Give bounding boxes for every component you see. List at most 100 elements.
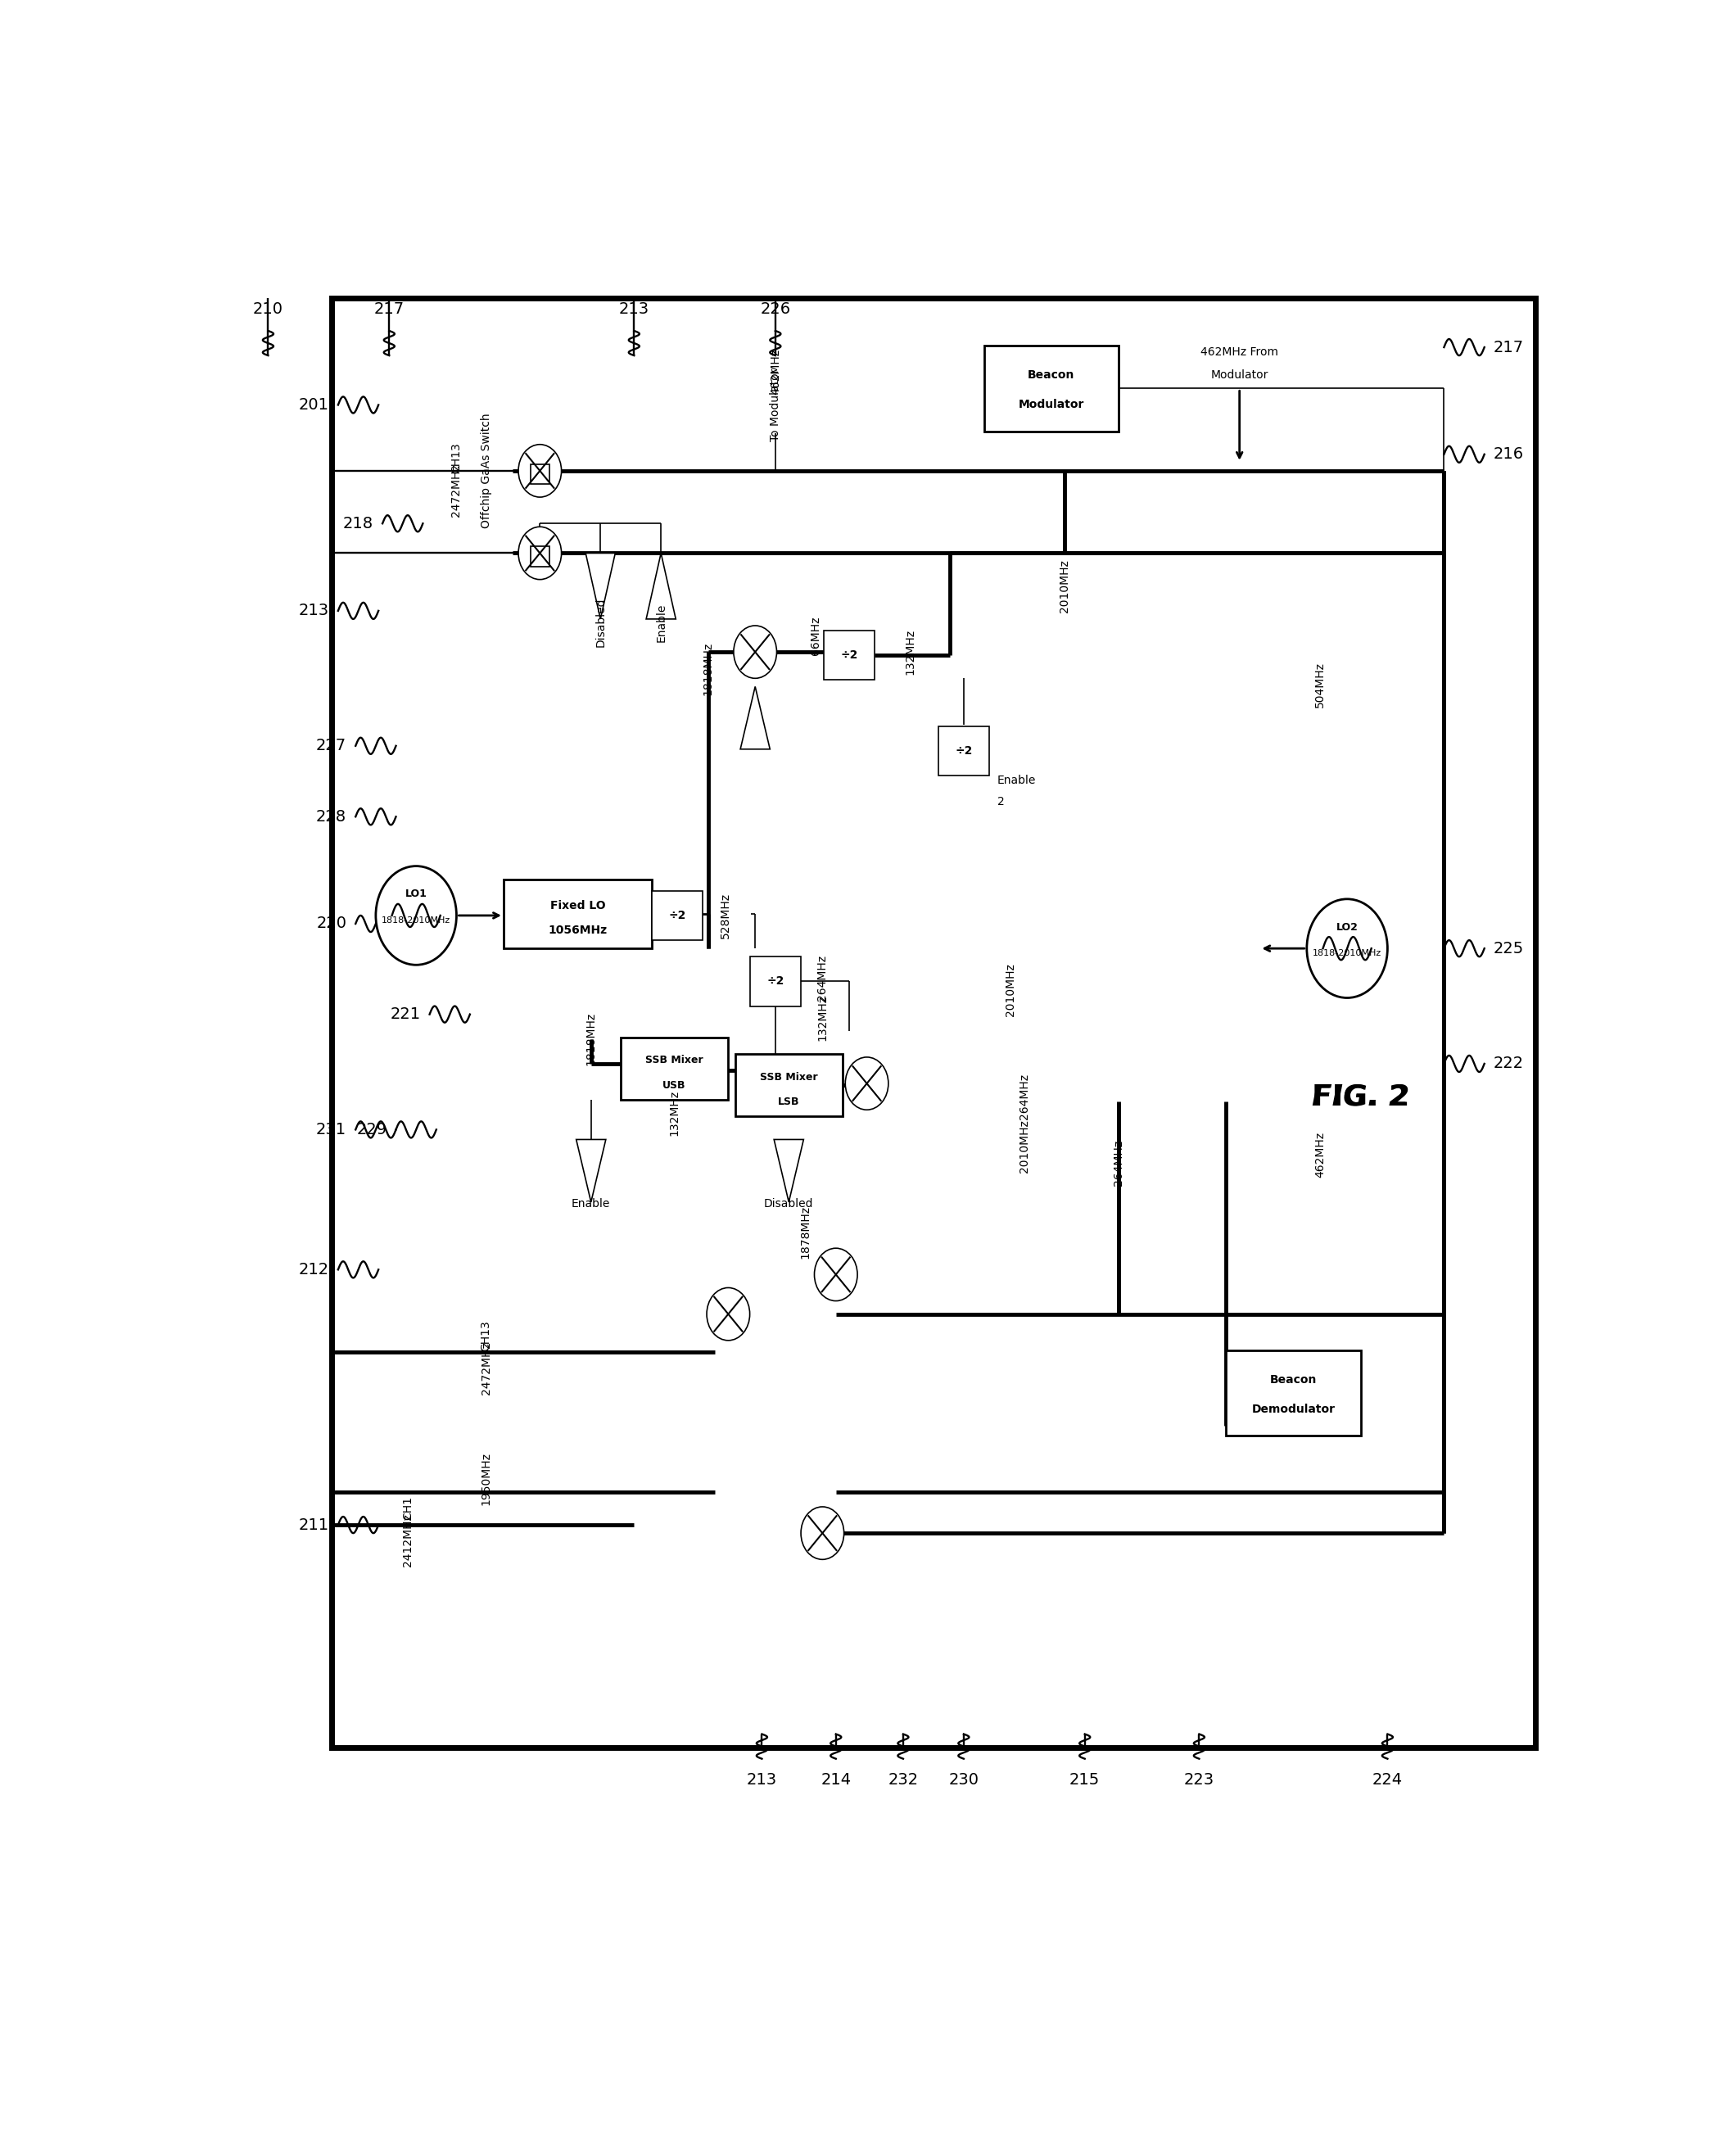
Text: Modulator: Modulator (1210, 370, 1269, 381)
Text: 2: 2 (996, 796, 1005, 809)
Text: 1818-2010MHz: 1818-2010MHz (382, 915, 451, 924)
Text: FIG. 2: FIG. 2 (1312, 1082, 1410, 1110)
Text: ÷2: ÷2 (840, 650, 858, 661)
Bar (531, 464, 549, 483)
Text: Enable: Enable (996, 774, 1036, 787)
Text: To Modulator: To Modulator (769, 368, 781, 441)
Text: 462MHz: 462MHz (1314, 1132, 1326, 1176)
Bar (651, 890, 703, 941)
Text: 228: 228 (316, 809, 347, 824)
Text: 213: 213 (746, 1773, 778, 1788)
Text: 1056MHz: 1056MHz (549, 924, 608, 937)
Text: 225: 225 (1493, 941, 1524, 956)
Text: CH13: CH13 (481, 1320, 491, 1352)
Text: Offchip GaAs Switch: Offchip GaAs Switch (481, 413, 491, 528)
Text: ÷2: ÷2 (668, 909, 686, 922)
Text: 232: 232 (887, 1773, 918, 1788)
Text: ÷2: ÷2 (955, 744, 972, 757)
Circle shape (845, 1057, 889, 1110)
Bar (1226, 1350, 1361, 1435)
Text: 1878MHz: 1878MHz (799, 1204, 811, 1258)
Text: 264MHz: 264MHz (816, 956, 828, 1001)
Polygon shape (646, 554, 675, 618)
Text: 213: 213 (618, 302, 649, 317)
Text: 462MHz: 462MHz (769, 349, 781, 396)
Bar (503, 879, 651, 948)
Bar (734, 1055, 842, 1117)
Bar (621, 1037, 729, 1099)
Text: 2010MHz: 2010MHz (1019, 1119, 1029, 1172)
Text: 2010MHz: 2010MHz (1059, 560, 1071, 612)
Polygon shape (576, 1140, 606, 1202)
Text: 231: 231 (316, 1121, 347, 1138)
Text: 218: 218 (344, 515, 373, 530)
Text: FIG. 2: FIG. 2 (1312, 1082, 1410, 1110)
Text: 212: 212 (299, 1262, 330, 1277)
Text: 221: 221 (391, 1007, 420, 1022)
Text: 213: 213 (299, 603, 330, 618)
Text: 229: 229 (356, 1121, 387, 1138)
Circle shape (707, 1288, 750, 1341)
Text: 226: 226 (760, 302, 790, 317)
Text: Beacon: Beacon (1028, 370, 1075, 381)
Text: 528MHz: 528MHz (720, 892, 731, 939)
Text: 2412MHz: 2412MHz (403, 1512, 413, 1566)
Polygon shape (585, 554, 615, 618)
Text: Disabled: Disabled (764, 1198, 814, 1209)
Text: 222: 222 (1493, 1057, 1524, 1072)
Circle shape (519, 445, 561, 496)
Text: 2472MHz: 2472MHz (481, 1341, 491, 1395)
Text: 215: 215 (1069, 1773, 1101, 1788)
Polygon shape (740, 687, 771, 749)
Bar (332, 297, 1536, 1748)
Text: 210: 210 (253, 302, 283, 317)
Text: 217: 217 (1493, 340, 1524, 355)
Text: Beacon: Beacon (1269, 1373, 1318, 1386)
Text: 214: 214 (821, 1773, 851, 1788)
Text: Modulator: Modulator (1019, 400, 1083, 411)
Text: Demodulator: Demodulator (1252, 1403, 1335, 1416)
Circle shape (734, 625, 776, 678)
Text: 264MHz: 264MHz (1019, 1074, 1029, 1119)
Text: 1818MHz: 1818MHz (703, 642, 713, 695)
Circle shape (375, 866, 457, 965)
Bar (750, 956, 800, 1005)
Bar (825, 631, 875, 680)
Text: 216: 216 (1493, 447, 1524, 462)
Text: 1950MHz: 1950MHz (481, 1452, 491, 1506)
Text: 264MHz: 264MHz (1113, 1140, 1125, 1185)
Text: 201: 201 (299, 398, 330, 413)
Text: LO2: LO2 (1337, 922, 1358, 933)
Text: 132MHz: 132MHz (668, 1091, 681, 1136)
Text: Disabled: Disabled (595, 597, 606, 648)
Text: Enable: Enable (654, 603, 667, 642)
Text: 217: 217 (373, 302, 404, 317)
Text: 504MHz: 504MHz (1314, 661, 1326, 708)
Text: SSB Mixer: SSB Mixer (760, 1072, 818, 1082)
Circle shape (814, 1249, 858, 1301)
Text: USB: USB (663, 1080, 686, 1091)
Bar (984, 347, 1118, 432)
Text: LSB: LSB (778, 1097, 800, 1106)
Text: 2010MHz: 2010MHz (1005, 963, 1017, 1016)
Text: 211: 211 (299, 1517, 330, 1534)
Text: 223: 223 (1184, 1773, 1215, 1788)
Circle shape (1307, 898, 1387, 997)
Text: 224: 224 (1371, 1773, 1403, 1788)
Text: 227: 227 (316, 738, 347, 753)
Circle shape (519, 526, 561, 580)
Bar (937, 725, 990, 776)
Text: Fixed LO: Fixed LO (550, 901, 606, 911)
Text: 462MHz From: 462MHz From (1201, 347, 1278, 357)
Text: CH13: CH13 (451, 443, 462, 473)
Text: 230: 230 (948, 1773, 979, 1788)
Text: LO1: LO1 (404, 890, 427, 898)
Text: ÷2: ÷2 (767, 975, 785, 986)
Text: 1818MHz: 1818MHz (585, 1012, 597, 1065)
Text: 220: 220 (316, 915, 347, 930)
Bar (531, 548, 549, 567)
Polygon shape (774, 1140, 804, 1202)
Text: 66MHz: 66MHz (811, 616, 821, 655)
Text: 132MHz: 132MHz (816, 995, 828, 1040)
Text: SSB Mixer: SSB Mixer (646, 1055, 703, 1065)
